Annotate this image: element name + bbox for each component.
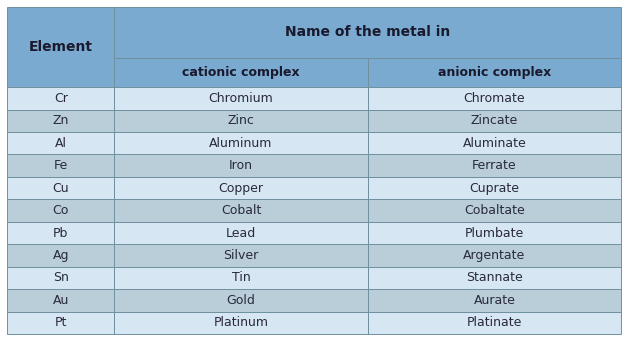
Bar (114, 109, 368, 132)
Bar (114, 199, 368, 222)
Text: Zincate: Zincate (471, 114, 518, 127)
Text: Aluminum: Aluminum (209, 137, 273, 150)
Bar (114, 312, 368, 334)
Text: Copper: Copper (219, 182, 264, 195)
Bar (7, 312, 114, 334)
Bar (368, 154, 621, 177)
Bar (7, 132, 114, 154)
Bar (7, 244, 114, 267)
Text: Cuprate: Cuprate (469, 182, 519, 195)
Bar (368, 289, 621, 312)
Text: Element: Element (29, 40, 93, 54)
Text: Sn: Sn (53, 271, 68, 284)
Bar (7, 199, 114, 222)
Bar (7, 267, 114, 289)
Text: Iron: Iron (229, 159, 253, 172)
Text: anionic complex: anionic complex (438, 66, 551, 79)
Text: Argentate: Argentate (463, 249, 526, 262)
Text: Name of the metal in: Name of the metal in (285, 25, 450, 39)
Text: Chromate: Chromate (463, 92, 525, 105)
Text: Au: Au (53, 294, 69, 307)
Text: Zn: Zn (53, 114, 69, 127)
Text: Chromium: Chromium (208, 92, 273, 105)
Text: Tin: Tin (232, 271, 251, 284)
Bar (368, 109, 621, 132)
Text: Cobalt: Cobalt (221, 204, 261, 217)
Text: Cobaltate: Cobaltate (464, 204, 525, 217)
Text: Pb: Pb (53, 226, 68, 239)
Bar (7, 7, 114, 87)
Text: Fe: Fe (53, 159, 68, 172)
Bar (7, 289, 114, 312)
Text: Lead: Lead (226, 226, 256, 239)
Text: Aurate: Aurate (474, 294, 516, 307)
Bar (368, 267, 621, 289)
Text: Platinate: Platinate (467, 316, 522, 329)
Bar (114, 58, 368, 87)
Text: Platinum: Platinum (214, 316, 269, 329)
Bar (7, 177, 114, 199)
Bar (7, 109, 114, 132)
Text: Cr: Cr (54, 92, 68, 105)
Bar (7, 154, 114, 177)
Text: Zinc: Zinc (227, 114, 254, 127)
Bar (114, 244, 368, 267)
Bar (114, 289, 368, 312)
Text: Aluminate: Aluminate (462, 137, 526, 150)
Text: Al: Al (55, 137, 67, 150)
Bar (368, 244, 621, 267)
Bar (368, 58, 621, 87)
Bar (368, 199, 621, 222)
Bar (368, 312, 621, 334)
Bar (368, 87, 621, 109)
Bar (368, 177, 621, 199)
Text: Cu: Cu (52, 182, 69, 195)
Bar (114, 87, 368, 109)
Text: Co: Co (53, 204, 69, 217)
Bar (114, 154, 368, 177)
Text: Plumbate: Plumbate (465, 226, 524, 239)
Bar (368, 132, 621, 154)
Text: Pt: Pt (55, 316, 67, 329)
Bar (114, 7, 621, 58)
Text: Stannate: Stannate (466, 271, 522, 284)
Text: cationic complex: cationic complex (182, 66, 300, 79)
Bar (7, 222, 114, 244)
Bar (114, 222, 368, 244)
Bar (368, 222, 621, 244)
Text: Gold: Gold (227, 294, 256, 307)
Bar (7, 87, 114, 109)
Bar (114, 267, 368, 289)
Text: Silver: Silver (224, 249, 259, 262)
Text: Ferrate: Ferrate (472, 159, 517, 172)
Bar (114, 177, 368, 199)
Text: Ag: Ag (53, 249, 69, 262)
Bar (114, 132, 368, 154)
